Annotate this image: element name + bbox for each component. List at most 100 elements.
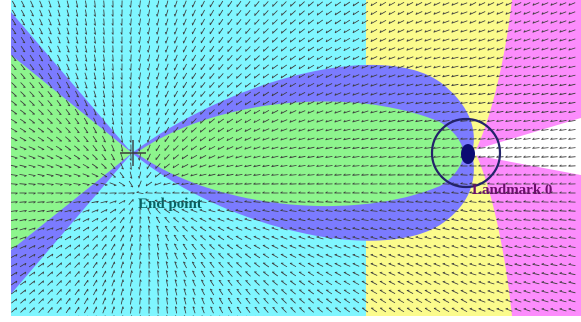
field-arrow — [451, 129, 459, 131]
field-arrow-head — [451, 262, 455, 265]
field-arrow — [112, 81, 114, 89]
field-arrow-head — [541, 128, 544, 131]
field-arrow-head — [415, 12, 418, 15]
field-arrow — [139, 126, 141, 134]
field-arrow — [93, 90, 97, 98]
field-arrow-head — [361, 146, 364, 149]
field-arrow — [559, 219, 567, 221]
field-arrow-head — [24, 245, 27, 248]
field-arrow — [128, 199, 134, 205]
field-arrow-head — [442, 146, 445, 149]
field-arrow-head — [147, 103, 149, 107]
field-arrow — [442, 20, 450, 24]
field-arrow — [55, 164, 63, 168]
field-arrow-head — [442, 110, 445, 113]
field-arrow — [227, 36, 233, 44]
field-arrow-head — [406, 128, 409, 131]
field-arrow — [550, 129, 558, 131]
field-arrow-head — [370, 253, 374, 256]
field-arrow — [60, 315, 61, 316]
field-arrow-head — [307, 128, 310, 132]
field-arrow-head — [253, 75, 256, 79]
field-arrow-head — [102, 113, 106, 116]
field-arrow-head — [280, 200, 283, 203]
field-arrow-head — [469, 182, 472, 185]
field-arrow — [73, 201, 81, 203]
field-arrow-head — [316, 102, 319, 105]
field-arrow-head — [550, 47, 553, 51]
field-arrow — [352, 56, 360, 60]
field-arrow — [75, 27, 79, 35]
field-arrow — [298, 37, 306, 43]
field-arrow-head — [15, 175, 18, 177]
field-arrow-head — [33, 298, 35, 301]
field-arrow-head — [541, 191, 544, 194]
field-arrow-head — [316, 155, 319, 158]
field-arrow-head — [433, 56, 436, 60]
field-arrow-head — [550, 128, 553, 131]
field-arrow — [397, 20, 405, 24]
field-arrow — [66, 45, 70, 53]
field-arrow-head — [460, 128, 463, 131]
field-arrow-head — [424, 48, 427, 51]
field-arrow-head — [478, 218, 481, 220]
field-arrow-head — [120, 140, 123, 143]
field-arrow — [344, 317, 350, 321]
field-arrow — [550, 47, 558, 51]
field-arrow-head — [460, 191, 463, 193]
field-arrow-head — [406, 92, 409, 96]
field-arrow-head — [41, 157, 45, 160]
field-arrow — [174, 0, 178, 8]
field-arrow — [148, 9, 150, 17]
field-arrow-head — [460, 56, 463, 60]
field-arrow-head — [560, 317, 562, 318]
field-arrow — [181, 209, 189, 213]
field-arrow-head — [568, 164, 571, 167]
field-arrow-head — [469, 289, 473, 292]
field-arrow — [181, 164, 189, 168]
field-arrow-head — [112, 149, 115, 152]
field-arrow-head — [217, 164, 220, 168]
field-arrow — [388, 1, 396, 7]
field-arrow — [262, 210, 270, 212]
field-arrow — [174, 90, 178, 98]
field-arrow — [245, 73, 251, 79]
field-arrow-head — [49, 86, 53, 89]
field-arrow — [236, 55, 242, 61]
field-arrow-head — [163, 199, 167, 202]
field-arrow-head — [57, 5, 61, 8]
field-arrow-head — [120, 59, 123, 62]
field-arrow — [451, 156, 459, 158]
field-arrow — [532, 237, 540, 239]
field-arrow-head — [406, 137, 409, 140]
field-arrow-head — [155, 121, 158, 125]
field-arrow-head — [424, 209, 427, 211]
field-arrow — [65, 99, 71, 107]
field-arrow — [93, 99, 97, 107]
field-arrow — [415, 156, 423, 158]
field-arrow-head — [271, 102, 274, 105]
field-arrow-head — [174, 243, 177, 246]
field-arrow-head — [42, 201, 45, 204]
field-arrow — [37, 227, 45, 231]
field-arrow — [165, 81, 169, 89]
field-arrow-head — [138, 23, 140, 26]
field-arrow-head — [361, 12, 364, 15]
field-arrow-head — [235, 111, 238, 115]
field-arrow-head — [496, 119, 499, 122]
field-arrow — [298, 146, 306, 150]
field-arrow — [496, 47, 504, 51]
field-arrow — [101, 163, 107, 169]
field-arrow — [235, 174, 243, 176]
field-arrow-head — [523, 3, 526, 6]
field-arrow-head — [334, 146, 337, 149]
field-arrow-head — [173, 22, 176, 26]
field-arrow-head — [406, 74, 409, 78]
field-arrow — [236, 73, 242, 79]
field-arrow-head — [352, 164, 355, 167]
field-arrow-head — [388, 3, 391, 6]
field-arrow-head — [460, 173, 463, 176]
field-arrow — [397, 156, 405, 158]
field-arrow-head — [155, 94, 158, 98]
field-arrow — [541, 92, 549, 96]
